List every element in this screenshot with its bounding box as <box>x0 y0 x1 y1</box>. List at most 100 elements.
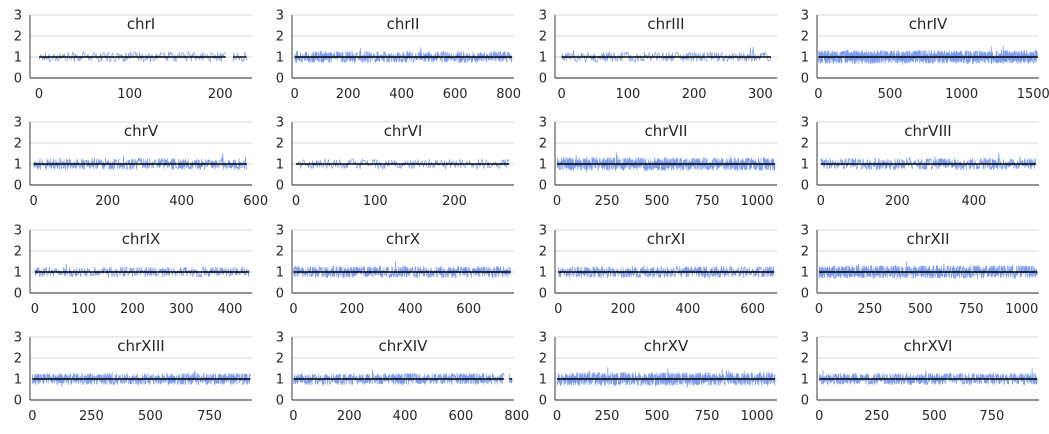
x-tick-label: 0 <box>289 302 297 317</box>
panel-title: chrIX <box>122 230 161 248</box>
y-tick-label: 2 <box>276 30 284 45</box>
x-tick-label: 400 <box>169 194 194 209</box>
panel-chrVII: 0 1 2 3 0 250 500 750 1000 chrVII <box>539 116 777 209</box>
panel-title: chrI <box>127 15 155 33</box>
x-tick-label: 500 <box>922 409 947 424</box>
x-tick-label: 0 <box>553 194 561 209</box>
y-tick-label: 0 <box>801 287 809 302</box>
x-tick-label: 400 <box>675 302 700 317</box>
x-tick-label: 0 <box>553 409 561 424</box>
y-tick-label: 0 <box>801 179 809 194</box>
y-tick-label: 2 <box>801 30 809 45</box>
x-tick-label: 250 <box>595 194 620 209</box>
x-tick-label: 600 <box>740 302 765 317</box>
x-tick-label: 250 <box>79 409 104 424</box>
y-tick-label: 2 <box>801 352 809 367</box>
y-tick-label: 3 <box>539 224 547 239</box>
x-tick-label: 0 <box>815 302 823 317</box>
coverage-signal-line <box>561 46 772 64</box>
y-tick-label: 0 <box>14 394 22 409</box>
y-tick-label: 3 <box>801 116 809 131</box>
y-tick-label: 3 <box>14 331 22 346</box>
coverage-signal-line <box>556 367 776 388</box>
y-tick-label: 3 <box>276 224 284 239</box>
panel-title: chrV <box>124 122 159 140</box>
x-tick-label: 100 <box>363 194 388 209</box>
x-tick-label: 200 <box>208 87 233 102</box>
panel-chrXI: 0 1 2 3 0 200 400 600 chrXI <box>539 224 777 317</box>
panel-chrXIII: 0 1 2 3 0 250 500 750 chrXIII <box>14 331 252 424</box>
x-tick-label: 750 <box>979 409 1004 424</box>
coverage-signal-line <box>818 368 1038 386</box>
panel-title: chrXV <box>644 337 689 355</box>
y-tick-label: 3 <box>801 331 809 346</box>
y-tick-label: 0 <box>276 179 284 194</box>
x-tick-label: 800 <box>504 409 529 424</box>
y-tick-label: 2 <box>14 30 22 45</box>
y-tick-label: 1 <box>276 373 284 388</box>
x-tick-label: 0 <box>554 302 562 317</box>
y-tick-label: 1 <box>14 158 22 173</box>
x-tick-label: 200 <box>339 302 364 317</box>
x-tick-label: 200 <box>682 87 707 102</box>
x-tick-label: 300 <box>748 87 773 102</box>
x-tick-label: 250 <box>864 409 889 424</box>
y-tick-label: 3 <box>801 224 809 239</box>
x-tick-label: 400 <box>218 302 243 317</box>
coverage-signal-line <box>293 369 513 386</box>
x-tick-label: 750 <box>695 409 720 424</box>
y-tick-label: 2 <box>539 137 547 152</box>
panel-title: chrXIV <box>379 337 429 355</box>
y-tick-label: 1 <box>539 373 547 388</box>
y-tick-label: 3 <box>276 9 284 24</box>
coverage-signal-line <box>818 260 1038 280</box>
y-tick-label: 2 <box>276 352 284 367</box>
x-tick-label: 0 <box>28 409 36 424</box>
y-tick-label: 0 <box>539 394 547 409</box>
x-tick-label: 200 <box>337 409 362 424</box>
x-tick-label: 250 <box>857 302 882 317</box>
x-tick-label: 200 <box>442 194 467 209</box>
panel-title: chrVIII <box>904 122 951 140</box>
x-tick-label: 500 <box>645 409 670 424</box>
y-tick-label: 3 <box>14 224 22 239</box>
y-tick-label: 2 <box>276 137 284 152</box>
panel-chrII: 0 1 2 3 0 200 400 600 800 chrII <box>276 9 521 103</box>
y-tick-label: 0 <box>539 72 547 87</box>
y-tick-label: 0 <box>276 394 284 409</box>
panel-chrX: 0 1 2 3 0 200 400 600 chrX <box>276 224 514 317</box>
y-tick-label: 0 <box>14 72 22 87</box>
y-tick-label: 1 <box>276 266 284 281</box>
panel-chrXII: 0 1 2 3 0 250 500 750 1000 chrXII <box>801 224 1039 317</box>
y-tick-label: 2 <box>14 352 22 367</box>
panel-title: chrXI <box>647 230 686 248</box>
panel-title: chrXIII <box>117 337 164 355</box>
x-tick-label: 250 <box>595 409 620 424</box>
coverage-signal-line <box>294 47 513 64</box>
panel-chrIX: 0 1 2 3 0 100 200 300 400 chrIX <box>14 224 252 317</box>
panel-title: chrX <box>386 230 420 248</box>
coverage-signal-line <box>818 45 1039 65</box>
x-tick-label: 0 <box>815 409 823 424</box>
panel-chrIII: 0 1 2 3 0 100 200 300 chrIII <box>539 9 777 102</box>
x-tick-label: 600 <box>243 194 268 209</box>
y-tick-label: 3 <box>539 331 547 346</box>
panel-chrVIII: 0 1 2 3 0 200 400 chrVIII <box>801 116 1039 209</box>
x-tick-label: 500 <box>645 194 670 209</box>
x-tick-label: 750 <box>959 302 984 317</box>
panel-title: chrXVI <box>904 337 953 355</box>
y-tick-label: 2 <box>539 352 547 367</box>
y-tick-label: 1 <box>801 373 809 388</box>
x-tick-label: 500 <box>878 87 903 102</box>
panel-title: chrII <box>387 15 420 33</box>
x-tick-label: 1000 <box>740 194 773 209</box>
y-tick-label: 1 <box>276 51 284 66</box>
y-tick-label: 2 <box>276 245 284 260</box>
x-tick-label: 0 <box>814 87 822 102</box>
y-tick-label: 0 <box>276 72 284 87</box>
y-tick-label: 3 <box>539 9 547 24</box>
y-tick-label: 2 <box>801 245 809 260</box>
y-tick-label: 0 <box>539 287 547 302</box>
panel-chrXVI: 0 1 2 3 0 250 500 750 chrXVI <box>801 331 1039 424</box>
x-tick-label: 0 <box>289 409 297 424</box>
